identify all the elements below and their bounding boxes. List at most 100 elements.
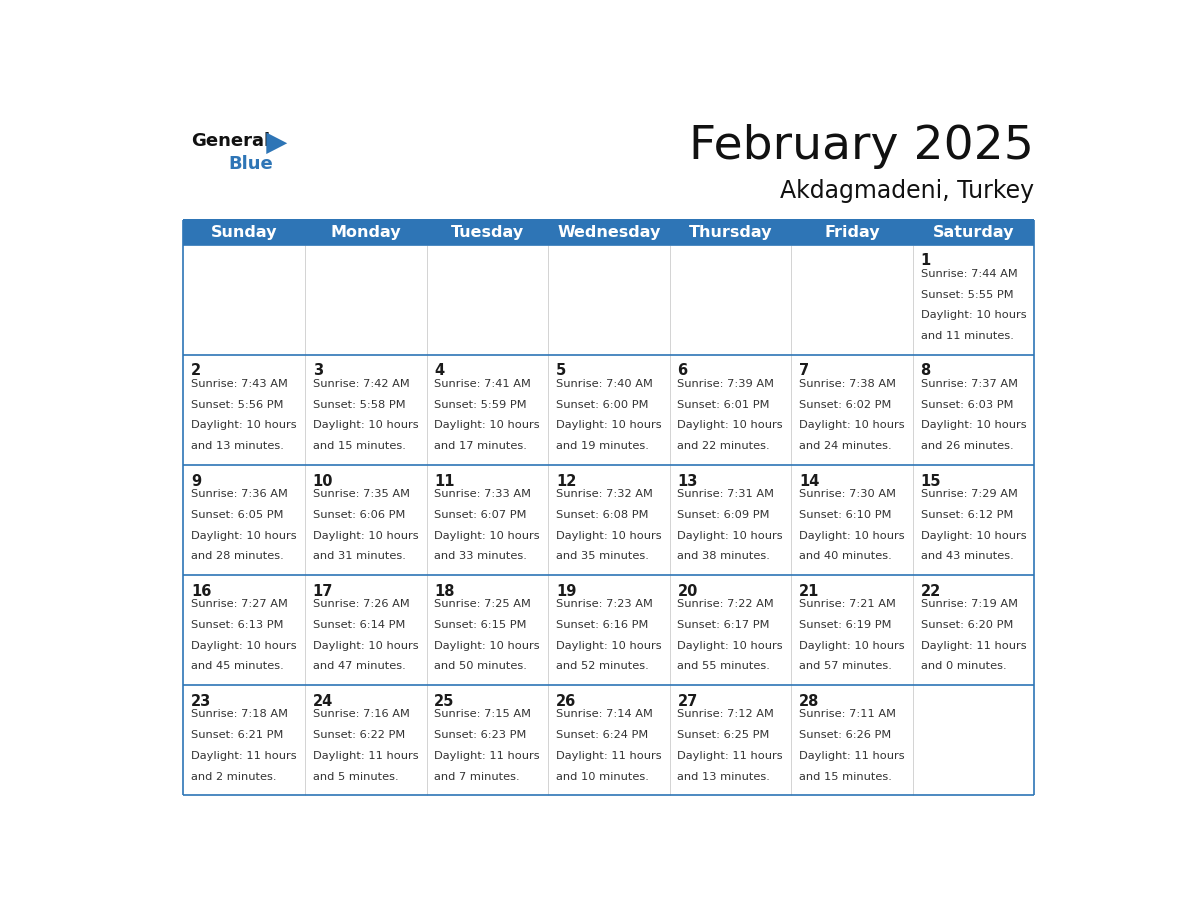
Text: Sunset: 5:55 PM: Sunset: 5:55 PM [921,289,1013,299]
Text: and 13 minutes.: and 13 minutes. [677,771,770,781]
Text: Sunrise: 7:31 AM: Sunrise: 7:31 AM [677,489,775,499]
Text: and 55 minutes.: and 55 minutes. [677,662,770,671]
Text: Daylight: 11 hours: Daylight: 11 hours [677,751,783,761]
Text: 3: 3 [312,364,323,378]
Text: Sunset: 6:10 PM: Sunset: 6:10 PM [800,509,891,520]
Text: 15: 15 [921,474,941,488]
Text: Sunset: 5:56 PM: Sunset: 5:56 PM [191,399,284,409]
Text: Sunrise: 7:32 AM: Sunrise: 7:32 AM [556,489,652,499]
Text: Daylight: 10 hours: Daylight: 10 hours [312,531,418,541]
Text: Blue: Blue [228,155,273,173]
Text: and 40 minutes.: and 40 minutes. [800,552,892,561]
Text: and 45 minutes.: and 45 minutes. [191,662,284,671]
Text: and 26 minutes.: and 26 minutes. [921,442,1013,452]
Text: 4: 4 [435,364,444,378]
Text: Sunset: 6:16 PM: Sunset: 6:16 PM [556,620,649,630]
Text: Daylight: 10 hours: Daylight: 10 hours [921,420,1026,431]
Text: Sunrise: 7:37 AM: Sunrise: 7:37 AM [921,379,1017,389]
Text: and 35 minutes.: and 35 minutes. [556,552,649,561]
Bar [183,355,1035,465]
Text: Sunrise: 7:22 AM: Sunrise: 7:22 AM [677,599,775,610]
Text: Sunset: 6:09 PM: Sunset: 6:09 PM [677,509,770,520]
Text: 17: 17 [312,584,333,599]
Text: Daylight: 10 hours: Daylight: 10 hours [800,420,904,431]
Text: Daylight: 11 hours: Daylight: 11 hours [556,751,662,761]
Text: Sunset: 6:06 PM: Sunset: 6:06 PM [312,509,405,520]
Text: and 22 minutes.: and 22 minutes. [677,442,770,452]
Text: Sunset: 6:03 PM: Sunset: 6:03 PM [921,399,1013,409]
Text: 7: 7 [800,364,809,378]
Text: and 7 minutes.: and 7 minutes. [435,771,520,781]
Text: 13: 13 [677,474,697,488]
Text: Sunrise: 7:18 AM: Sunrise: 7:18 AM [191,710,289,719]
Text: Sunrise: 7:35 AM: Sunrise: 7:35 AM [312,489,410,499]
Text: Sunrise: 7:33 AM: Sunrise: 7:33 AM [435,489,531,499]
Text: Daylight: 10 hours: Daylight: 10 hours [800,641,904,651]
Text: and 43 minutes.: and 43 minutes. [921,552,1013,561]
Text: Daylight: 10 hours: Daylight: 10 hours [677,420,783,431]
Text: 6: 6 [677,364,688,378]
Bar [183,219,1035,245]
Text: Sunrise: 7:29 AM: Sunrise: 7:29 AM [921,489,1017,499]
Text: 25: 25 [435,694,455,709]
Text: Daylight: 10 hours: Daylight: 10 hours [435,531,539,541]
Text: 23: 23 [191,694,211,709]
Text: Daylight: 10 hours: Daylight: 10 hours [556,531,662,541]
Text: Sunset: 6:17 PM: Sunset: 6:17 PM [677,620,770,630]
Text: and 19 minutes.: and 19 minutes. [556,442,649,452]
Text: Daylight: 10 hours: Daylight: 10 hours [191,531,297,541]
Text: 19: 19 [556,584,576,599]
Text: Sunset: 6:25 PM: Sunset: 6:25 PM [677,730,770,740]
Text: Sunset: 5:58 PM: Sunset: 5:58 PM [312,399,405,409]
Text: and 28 minutes.: and 28 minutes. [191,552,284,561]
Text: Daylight: 10 hours: Daylight: 10 hours [556,420,662,431]
Text: Daylight: 10 hours: Daylight: 10 hours [191,420,297,431]
Text: Sunset: 6:23 PM: Sunset: 6:23 PM [435,730,526,740]
Text: Sunrise: 7:21 AM: Sunrise: 7:21 AM [800,599,896,610]
Text: 9: 9 [191,474,201,488]
Text: Sunrise: 7:38 AM: Sunrise: 7:38 AM [800,379,896,389]
Text: Daylight: 10 hours: Daylight: 10 hours [191,641,297,651]
Text: Daylight: 11 hours: Daylight: 11 hours [312,751,418,761]
Text: Sunset: 5:59 PM: Sunset: 5:59 PM [435,399,527,409]
Text: Sunset: 6:20 PM: Sunset: 6:20 PM [921,620,1013,630]
Text: Wednesday: Wednesday [557,225,661,240]
Bar [183,686,1035,796]
Text: 26: 26 [556,694,576,709]
Text: Sunrise: 7:14 AM: Sunrise: 7:14 AM [556,710,652,719]
Text: Sunrise: 7:41 AM: Sunrise: 7:41 AM [435,379,531,389]
Text: Tuesday: Tuesday [450,225,524,240]
Text: Akdagmadeni, Turkey: Akdagmadeni, Turkey [781,179,1035,204]
Text: Sunrise: 7:36 AM: Sunrise: 7:36 AM [191,489,287,499]
Text: Sunset: 6:19 PM: Sunset: 6:19 PM [800,620,891,630]
Text: 2: 2 [191,364,201,378]
Text: 8: 8 [921,364,930,378]
Text: Sunset: 6:22 PM: Sunset: 6:22 PM [312,730,405,740]
Text: 27: 27 [677,694,697,709]
Text: and 33 minutes.: and 33 minutes. [435,552,527,561]
Text: and 2 minutes.: and 2 minutes. [191,771,277,781]
Text: Daylight: 10 hours: Daylight: 10 hours [312,420,418,431]
Text: Daylight: 10 hours: Daylight: 10 hours [435,641,539,651]
Text: Sunrise: 7:30 AM: Sunrise: 7:30 AM [800,489,896,499]
Text: and 15 minutes.: and 15 minutes. [800,771,892,781]
Text: Daylight: 10 hours: Daylight: 10 hours [435,420,539,431]
Text: 10: 10 [312,474,333,488]
Bar [183,576,1035,686]
Text: and 47 minutes.: and 47 minutes. [312,662,405,671]
Text: and 50 minutes.: and 50 minutes. [435,662,527,671]
Text: Sunrise: 7:25 AM: Sunrise: 7:25 AM [435,599,531,610]
Text: and 57 minutes.: and 57 minutes. [800,662,892,671]
Text: 1: 1 [921,253,930,268]
Text: 12: 12 [556,474,576,488]
Text: Daylight: 11 hours: Daylight: 11 hours [921,641,1026,651]
Text: Sunrise: 7:12 AM: Sunrise: 7:12 AM [677,710,775,719]
Text: Sunset: 6:21 PM: Sunset: 6:21 PM [191,730,284,740]
Text: and 10 minutes.: and 10 minutes. [556,771,649,781]
Text: and 11 minutes.: and 11 minutes. [921,331,1013,341]
Text: Daylight: 10 hours: Daylight: 10 hours [677,531,783,541]
Text: Sunset: 6:08 PM: Sunset: 6:08 PM [556,509,649,520]
Text: Daylight: 10 hours: Daylight: 10 hours [921,310,1026,320]
Text: February 2025: February 2025 [689,124,1035,169]
Text: Daylight: 10 hours: Daylight: 10 hours [800,531,904,541]
